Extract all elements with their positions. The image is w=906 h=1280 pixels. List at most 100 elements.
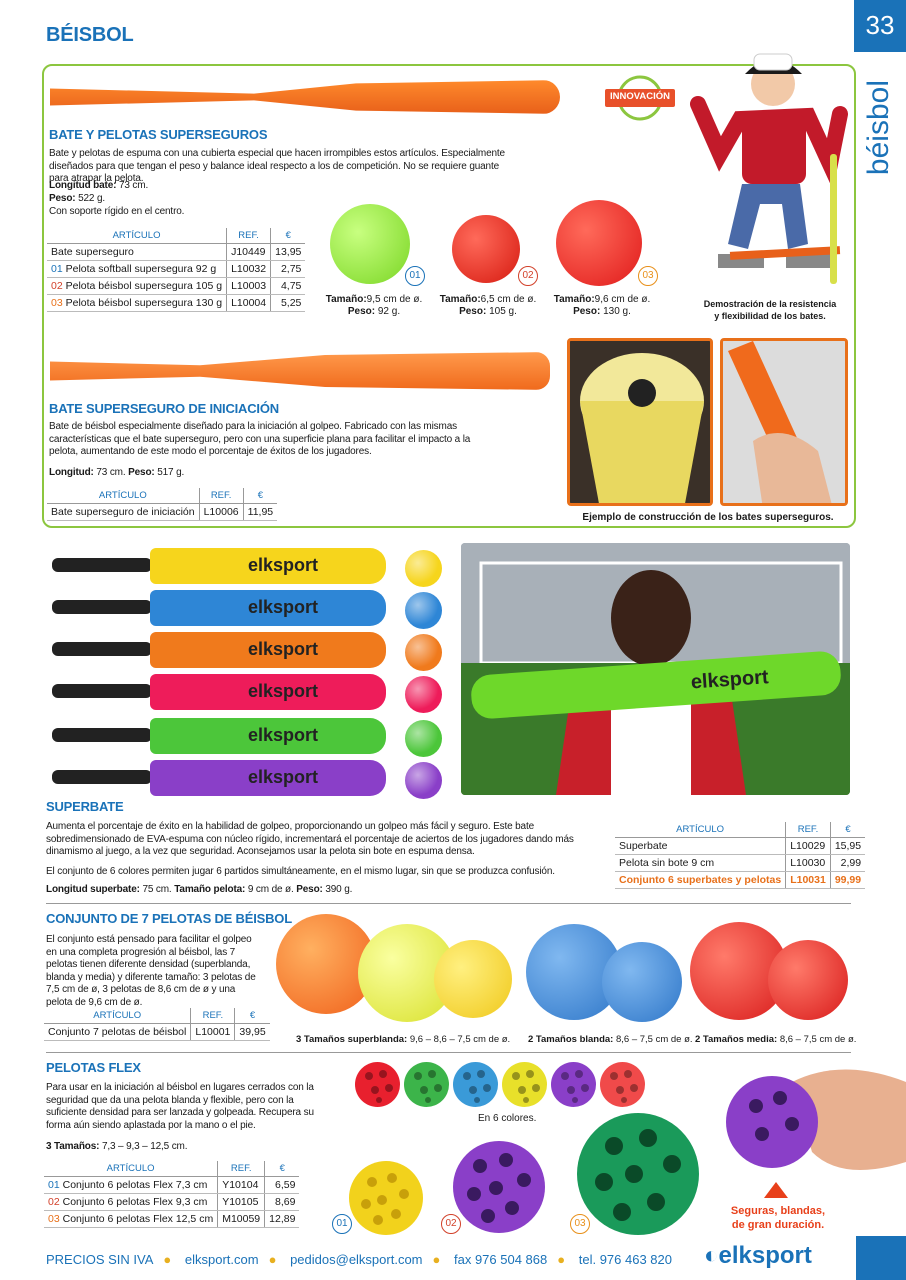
page-number: 33 <box>854 0 906 52</box>
superbat-ball <box>405 550 442 587</box>
flex-ball-medium <box>452 1140 546 1237</box>
flex-ball-color <box>551 1062 596 1107</box>
table-row: 01 Pelota softball supersegura 92 g L1003… <box>47 260 306 278</box>
footer: PRECIOS SIN IVA ● elksport.com ● pedidos@e… <box>46 1252 672 1267</box>
superbat-logo: elksport <box>248 555 319 575</box>
item-number: 01 <box>332 1214 352 1234</box>
flex-ball-color <box>600 1062 645 1107</box>
product-description: Bate de béisbol especialmente diseñado p… <box>49 421 471 457</box>
svg-text:elksport: elksport <box>690 666 769 693</box>
arrow-up-icon <box>764 1182 788 1198</box>
item-number: 03 <box>570 1214 590 1234</box>
ball-caption: 3 Tamaños superblanda: 9,6 – 8,6 – 7,5 c… <box>296 1034 511 1045</box>
innovation-badge: INNOVACIÓN <box>605 75 675 121</box>
ball-caption: 2 Tamaños media: 8,6 – 7,5 cm de ø. <box>695 1034 857 1045</box>
hand-squeeze-photo <box>722 1062 906 1182</box>
footer-website[interactable]: elksport.com <box>184 1252 259 1267</box>
table-row: 02 Pelota béisbol supersegura 105 g L1000… <box>47 277 306 295</box>
table-row: Bate superseguro J10449 13,95 <box>47 243 306 261</box>
item-number: 02 <box>441 1214 461 1234</box>
superbat-body <box>150 548 386 584</box>
superbat-body <box>150 674 386 710</box>
footer-phone: tel. 976 463 820 <box>578 1252 672 1267</box>
price-table-1: ARTÍCULO REF. € Bate superseguro J10449 13,9… <box>47 228 306 312</box>
superbat-ball <box>405 762 442 799</box>
flex-ball-large <box>576 1112 700 1239</box>
footer-email[interactable]: pedidos@elksport.com <box>290 1252 423 1267</box>
superbat-handle <box>52 770 152 784</box>
item-number: 03 <box>638 266 658 286</box>
superbat-ball <box>405 634 442 671</box>
flex-ball-small <box>348 1160 424 1239</box>
table-row: Bate superseguro de iniciación L10006 11,9… <box>47 503 278 521</box>
featured-products-box <box>42 64 856 528</box>
superbat-handle <box>52 558 152 572</box>
softball-image <box>330 204 410 284</box>
superbat-body <box>150 760 386 796</box>
superbat-handle <box>52 684 152 698</box>
flex-ball-color <box>453 1062 498 1107</box>
product-description: Aumenta el porcentaje de éxito en la hab… <box>46 821 574 857</box>
tagline: Seguras, blandas, de gran duración. <box>730 1205 826 1231</box>
product-title: SUPERBATE <box>46 799 124 814</box>
product-title: CONJUNTO DE 7 PELOTAS DE BÉISBOL <box>46 911 292 926</box>
flex-ball-color <box>404 1062 449 1107</box>
table-row-highlight: Conjunto 6 superbates y pelotas L10031 99,… <box>615 871 866 889</box>
product-title: BATE SUPERSEGURO DE INICIACIÓN <box>49 401 279 416</box>
superbat-logo: elksport <box>248 597 319 617</box>
product-title: BATE Y PELOTAS SUPERSEGUROS <box>49 127 268 142</box>
table-row: Pelota sin bote 9 cm L10030 2,99 <box>615 854 866 872</box>
product-description: El conjunto está pensado para facilitar … <box>46 934 256 1008</box>
superbat-handle <box>52 642 152 656</box>
baseball-130-image <box>556 200 642 286</box>
product-description: Bate y pelotas de espuma con una cubiert… <box>49 148 505 184</box>
side-title: béisbol <box>862 80 895 176</box>
table-row: 02 Conjunto 6 pelotas Flex 9,3 cm Y10105 8… <box>44 1193 300 1211</box>
col-header: REF. <box>226 228 271 244</box>
superbat-logo: elksport <box>248 639 319 659</box>
superbat-ball <box>405 720 442 757</box>
product-description: El conjunto de 6 colores permiten jugar … <box>46 866 555 877</box>
superbat-body <box>150 718 386 754</box>
product-spec: Peso: 522 g. <box>49 193 106 204</box>
superbat-ball <box>405 592 442 629</box>
ball-image <box>434 940 512 1018</box>
footer-logo: ◐elksport <box>704 1242 812 1269</box>
divider <box>46 1052 851 1053</box>
price-table-5: ARTÍCULO REF. € 01 Conjunto 6 pelotas Flex… <box>44 1161 300 1228</box>
baseball-105-image <box>452 215 520 283</box>
item-number: 02 <box>518 266 538 286</box>
price-table-3: ARTÍCULO REF. € Superbate L10029 15,95 Pelot… <box>615 822 866 889</box>
innovation-badge-label: INNOVACIÓN <box>610 91 670 102</box>
section-title: BÉISBOL <box>46 24 134 46</box>
superbat-body <box>150 590 386 626</box>
table-row: 03 Conjunto 6 pelotas Flex 12,5 cm M10059… <box>44 1210 300 1228</box>
superbat-handle <box>52 728 152 742</box>
table-row: 03 Pelota béisbol supersegura 130 g L1000… <box>47 294 306 312</box>
price-table-4: ARTÍCULO REF. € Conjunto 7 pelotas de béis… <box>44 1008 270 1041</box>
product-spec: 3 Tamaños: 7,3 – 9,3 – 12,5 cm. <box>46 1141 188 1152</box>
superbat-ball <box>405 676 442 713</box>
product-description: Para usar en la iniciación al béisbol en… <box>46 1082 314 1131</box>
table-row: Conjunto 7 pelotas de béisbol L10001 39,95 <box>44 1023 270 1041</box>
logo-icon: ◐ <box>704 1242 719 1269</box>
flex-ball-color <box>355 1062 400 1107</box>
product-spec: Con soporte rígido en el centro. <box>49 206 185 217</box>
kid-photo: elksport <box>461 543 850 795</box>
footer-prices: PRECIOS SIN IVA <box>46 1252 154 1267</box>
demo-photo <box>690 44 850 294</box>
superbat-body <box>150 632 386 668</box>
col-header: € <box>270 228 306 244</box>
construction-photo-1 <box>567 338 713 506</box>
table-row: Superbate L10029 15,95 <box>615 837 866 855</box>
divider <box>46 903 851 904</box>
ball-image <box>602 942 682 1022</box>
col-header: ARTÍCULO <box>47 228 227 244</box>
product-title: PELOTAS FLEX <box>46 1060 141 1075</box>
demo-caption: Demostración de la resistencia y flexibi… <box>703 299 837 321</box>
superbat-logo: elksport <box>248 681 319 701</box>
price-table-2: ARTÍCULO REF. € Bate superseguro de inicia… <box>47 488 278 521</box>
construction-caption: Ejemplo de construcción de los bates sup… <box>582 512 834 523</box>
superbat-handle <box>52 600 152 614</box>
flex-ball-color <box>502 1062 547 1107</box>
